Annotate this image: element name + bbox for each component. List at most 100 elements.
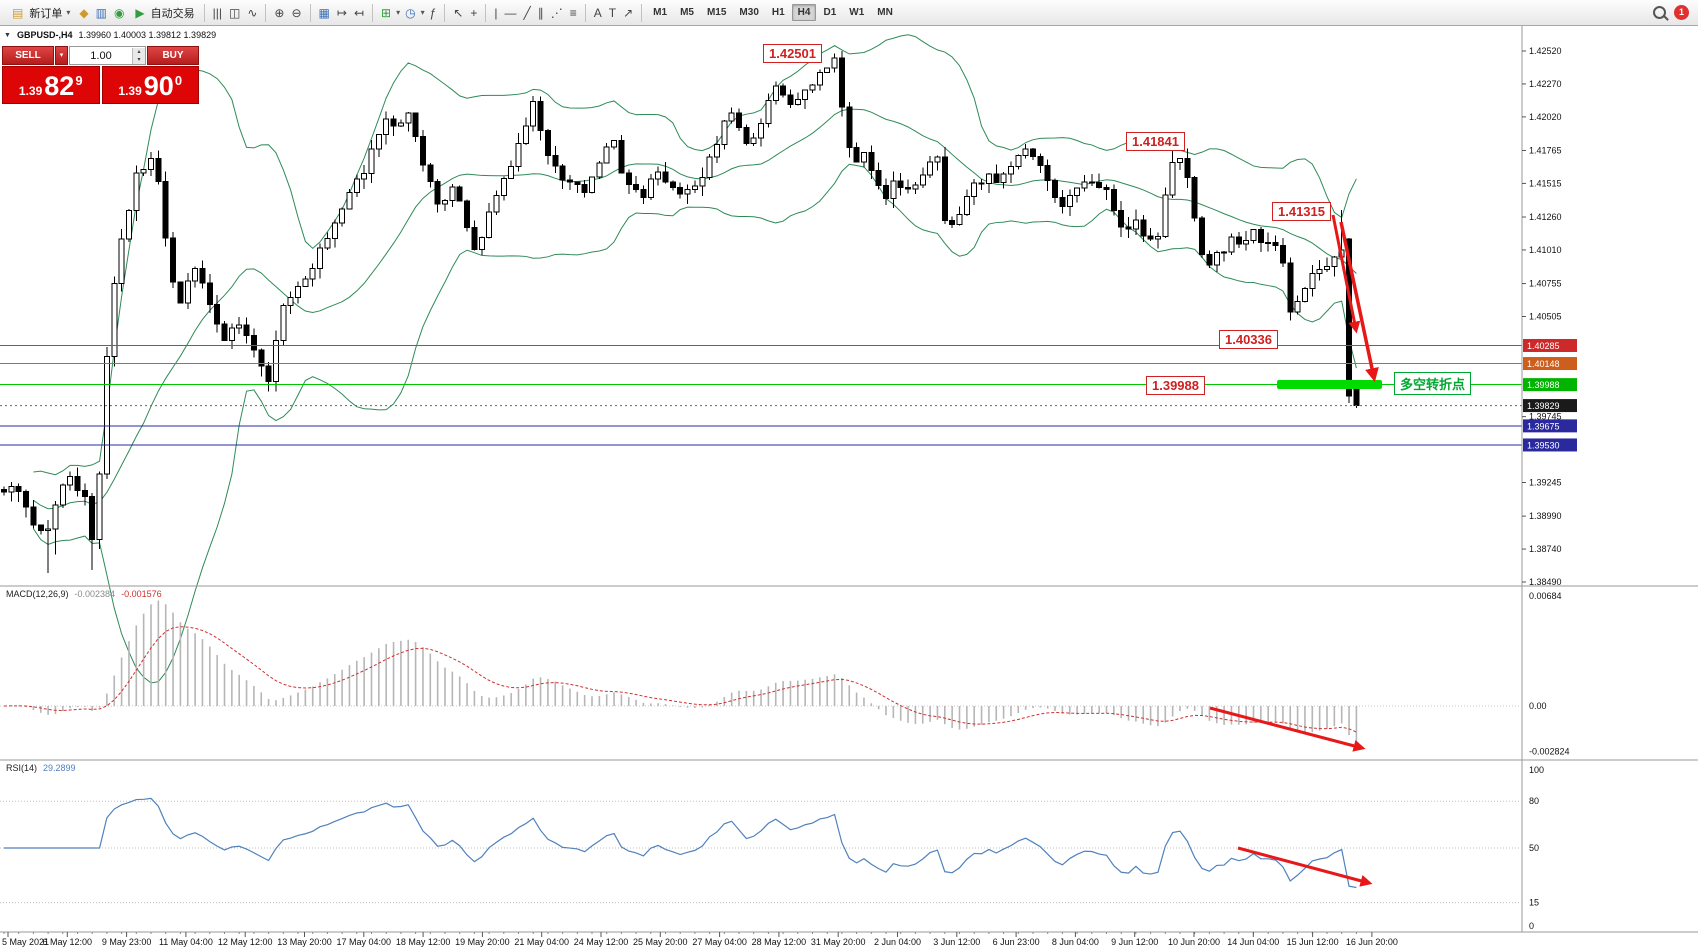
- svg-text:1.38990: 1.38990: [1529, 511, 1562, 521]
- timeframe-mn[interactable]: MN: [877, 7, 893, 18]
- order-options-dropdown[interactable]: ▾: [55, 46, 68, 65]
- notification-badge[interactable]: 1: [1674, 5, 1689, 20]
- channel-tool-icon[interactable]: ∥: [537, 5, 544, 20]
- timeframe-h1[interactable]: H1: [771, 7, 785, 18]
- sell-price-pip: 9: [75, 73, 83, 88]
- chart-window: 1.42520 1.42270 1.42020 1.41765 1.41515 1.412…: [0, 26, 1698, 950]
- macd-indicator-label: MACD(12,26,9) -0.002384 -0.001576: [6, 589, 162, 599]
- volume-down-icon[interactable]: ▾: [133, 55, 145, 64]
- svg-text:10 Jun 20:00: 10 Jun 20:00: [1168, 937, 1220, 947]
- navigator-icon[interactable]: ◉: [113, 5, 125, 20]
- arrow-tool-icon[interactable]: ↗: [623, 5, 634, 20]
- chart-symbol-title: GBPUSD-,H4: [16, 30, 73, 40]
- new-order-button[interactable]: ▤ 新订单 ▾: [5, 3, 75, 23]
- timeframe-w1[interactable]: W1: [849, 7, 865, 18]
- zoom-out-icon[interactable]: ⊖: [291, 5, 302, 20]
- svg-text:27 May 04:00: 27 May 04:00: [692, 937, 747, 947]
- chevron-down-icon[interactable]: ▾: [420, 8, 425, 17]
- price-label-support-2[interactable]: 1.39988: [1146, 376, 1205, 395]
- chevron-down-icon[interactable]: ▾: [396, 8, 401, 17]
- separator: [265, 3, 267, 22]
- svg-text:1.38740: 1.38740: [1529, 544, 1562, 554]
- svg-text:0.00: 0.00: [1529, 701, 1547, 711]
- horizontal-line-tool-icon[interactable]: —: [504, 5, 517, 20]
- auto-scroll-icon[interactable]: ↦: [336, 5, 347, 20]
- fibonacci-tool-icon[interactable]: ⋰: [550, 5, 563, 20]
- zoom-in-icon[interactable]: ⊕: [274, 5, 285, 20]
- svg-text:1.39530: 1.39530: [1527, 440, 1560, 450]
- macd-signal-value: -0.001576: [121, 589, 162, 599]
- chart-shift-icon[interactable]: ↤: [353, 5, 365, 20]
- svg-text:6 May 12:00: 6 May 12:00: [43, 937, 93, 947]
- svg-text:8 Jun 04:00: 8 Jun 04:00: [1052, 937, 1099, 947]
- volume-value: 1.00: [90, 49, 112, 62]
- tile-windows-icon[interactable]: ▦: [318, 5, 330, 20]
- svg-text:21 May 04:00: 21 May 04:00: [514, 937, 569, 947]
- volume-up-icon[interactable]: ▴: [133, 47, 145, 56]
- profiles-icon[interactable]: ◆: [79, 5, 89, 20]
- buy-price-box[interactable]: 1.39 90 0: [101, 66, 199, 104]
- timeframe-m1[interactable]: M1: [653, 7, 668, 18]
- sell-button[interactable]: SELL: [2, 46, 54, 65]
- svg-text:11 May 04:00: 11 May 04:00: [159, 937, 213, 947]
- line-chart-icon[interactable]: ∿: [247, 5, 258, 20]
- timeframe-m15[interactable]: M15: [706, 7, 727, 18]
- separator: [641, 3, 643, 22]
- sell-price-box[interactable]: 1.39 82 9: [2, 66, 100, 104]
- timeframe-m5[interactable]: M5: [680, 7, 694, 18]
- svg-text:19 May 20:00: 19 May 20:00: [455, 937, 510, 947]
- play-icon: ▶: [135, 5, 145, 20]
- price-label-support-1[interactable]: 1.40336: [1219, 330, 1278, 349]
- new-order-icon: ▤: [12, 5, 24, 20]
- price-label-swing-high-2[interactable]: 1.41841: [1126, 132, 1185, 151]
- rsi-indicator-label: RSI(14) 29.2899: [6, 763, 76, 773]
- svg-text:9 May 23:00: 9 May 23:00: [102, 937, 152, 947]
- text-label-tool-icon[interactable]: T: [608, 5, 617, 20]
- svg-text:1.41260: 1.41260: [1529, 212, 1562, 222]
- buy-button[interactable]: BUY: [147, 46, 199, 65]
- svg-text:1.39245: 1.39245: [1529, 478, 1562, 488]
- svg-text:-0.002824: -0.002824: [1529, 746, 1570, 756]
- chart-canvas[interactable]: 1.42520 1.42270 1.42020 1.41765 1.41515 1.412…: [0, 26, 1698, 950]
- price-label-swing-high-3[interactable]: 1.41315: [1272, 202, 1331, 221]
- auto-trading-label: 自动交易: [150, 7, 195, 20]
- market-watch-icon[interactable]: ▥: [95, 5, 107, 20]
- search-icon[interactable]: [1653, 6, 1666, 19]
- crosshair-icon[interactable]: +: [470, 5, 478, 20]
- objects-list-icon[interactable]: ≡: [569, 5, 577, 20]
- svg-text:16 Jun 20:00: 16 Jun 20:00: [1346, 937, 1398, 947]
- vertical-line-tool-icon[interactable]: |: [494, 5, 498, 20]
- price-label-peak[interactable]: 1.42501: [763, 44, 822, 63]
- timeframe-d1[interactable]: D1: [823, 7, 837, 18]
- svg-text:0.00684: 0.00684: [1529, 591, 1562, 601]
- buy-price-prefix: 1.39: [118, 84, 142, 98]
- svg-text:80: 80: [1529, 796, 1539, 806]
- new-order-label: 新订单: [29, 7, 63, 20]
- svg-text:28 May 12:00: 28 May 12:00: [752, 937, 807, 947]
- svg-text:18 May 12:00: 18 May 12:00: [396, 937, 451, 947]
- text-tool-icon[interactable]: A: [593, 5, 602, 20]
- chart-menu-icon[interactable]: ▼: [4, 31, 11, 39]
- svg-text:1.39988: 1.39988: [1527, 380, 1560, 390]
- period-icon[interactable]: ◷: [405, 5, 416, 20]
- svg-text:15 Jun 12:00: 15 Jun 12:00: [1287, 937, 1339, 947]
- timeframe-m30[interactable]: M30: [739, 7, 759, 18]
- cursor-icon[interactable]: ↖: [453, 5, 464, 20]
- svg-text:1.40505: 1.40505: [1529, 312, 1562, 322]
- svg-text:25 May 20:00: 25 May 20:00: [633, 937, 688, 947]
- trendline-tool-icon[interactable]: ╱: [523, 5, 531, 20]
- bar-chart-icon[interactable]: |||: [212, 5, 223, 20]
- svg-text:9 Jun 12:00: 9 Jun 12:00: [1111, 937, 1158, 947]
- svg-text:1.40285: 1.40285: [1527, 341, 1560, 351]
- svg-text:50: 50: [1529, 843, 1539, 853]
- new-chart-icon[interactable]: ⊞: [381, 5, 392, 20]
- auto-trading-button[interactable]: ▶ 自动交易: [128, 3, 198, 23]
- svg-text:100: 100: [1529, 765, 1544, 775]
- candlestick-chart-icon[interactable]: ◫: [229, 5, 241, 20]
- timeframe-h4[interactable]: H4: [791, 4, 817, 21]
- turning-point-label[interactable]: 多空转折点: [1394, 372, 1472, 395]
- volume-input[interactable]: 1.00 ▴ ▾: [69, 46, 146, 65]
- svg-text:1.40755: 1.40755: [1529, 279, 1562, 289]
- indicators-icon[interactable]: ƒ: [429, 5, 437, 20]
- svg-text:1.39745: 1.39745: [1529, 412, 1562, 422]
